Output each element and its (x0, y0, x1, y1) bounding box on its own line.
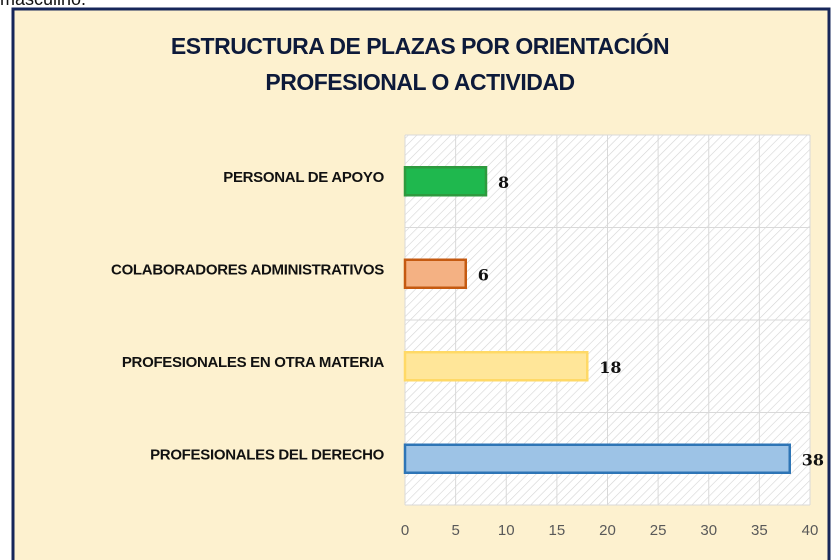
data-label: 38 (802, 450, 824, 469)
y-tick-label: PROFESIONALES EN OTRA MATERIA (122, 354, 385, 371)
x-tick-label: 25 (650, 522, 667, 539)
chart-title: ESTRUCTURA DE PLAZAS POR ORIENTACIÓN (171, 32, 669, 59)
x-tick-label: 20 (599, 522, 616, 539)
caption-fragment: masculino. (0, 0, 86, 9)
y-tick-label: COLABORADORES ADMINISTRATIVOS (111, 262, 384, 279)
x-tick-label: 0 (401, 522, 409, 539)
y-tick-label: PROFESIONALES DEL DERECHO (150, 447, 385, 464)
chart-title: PROFESIONAL O ACTIVIDAD (265, 69, 574, 95)
bar (403, 351, 589, 382)
x-tick-label: 30 (700, 522, 717, 539)
x-tick-label: 15 (549, 522, 566, 539)
bar (403, 258, 467, 289)
y-tick-label: PERSONAL DE APOYO (223, 169, 384, 186)
x-tick-label: 5 (451, 522, 459, 539)
data-label: 6 (478, 265, 489, 284)
data-label: 8 (498, 173, 509, 192)
data-label: 18 (599, 358, 621, 377)
bar (403, 443, 791, 474)
x-tick-label: 10 (498, 522, 515, 539)
x-tick-label: 35 (751, 522, 768, 539)
x-tick-label: 40 (802, 522, 819, 539)
bar (403, 166, 488, 197)
